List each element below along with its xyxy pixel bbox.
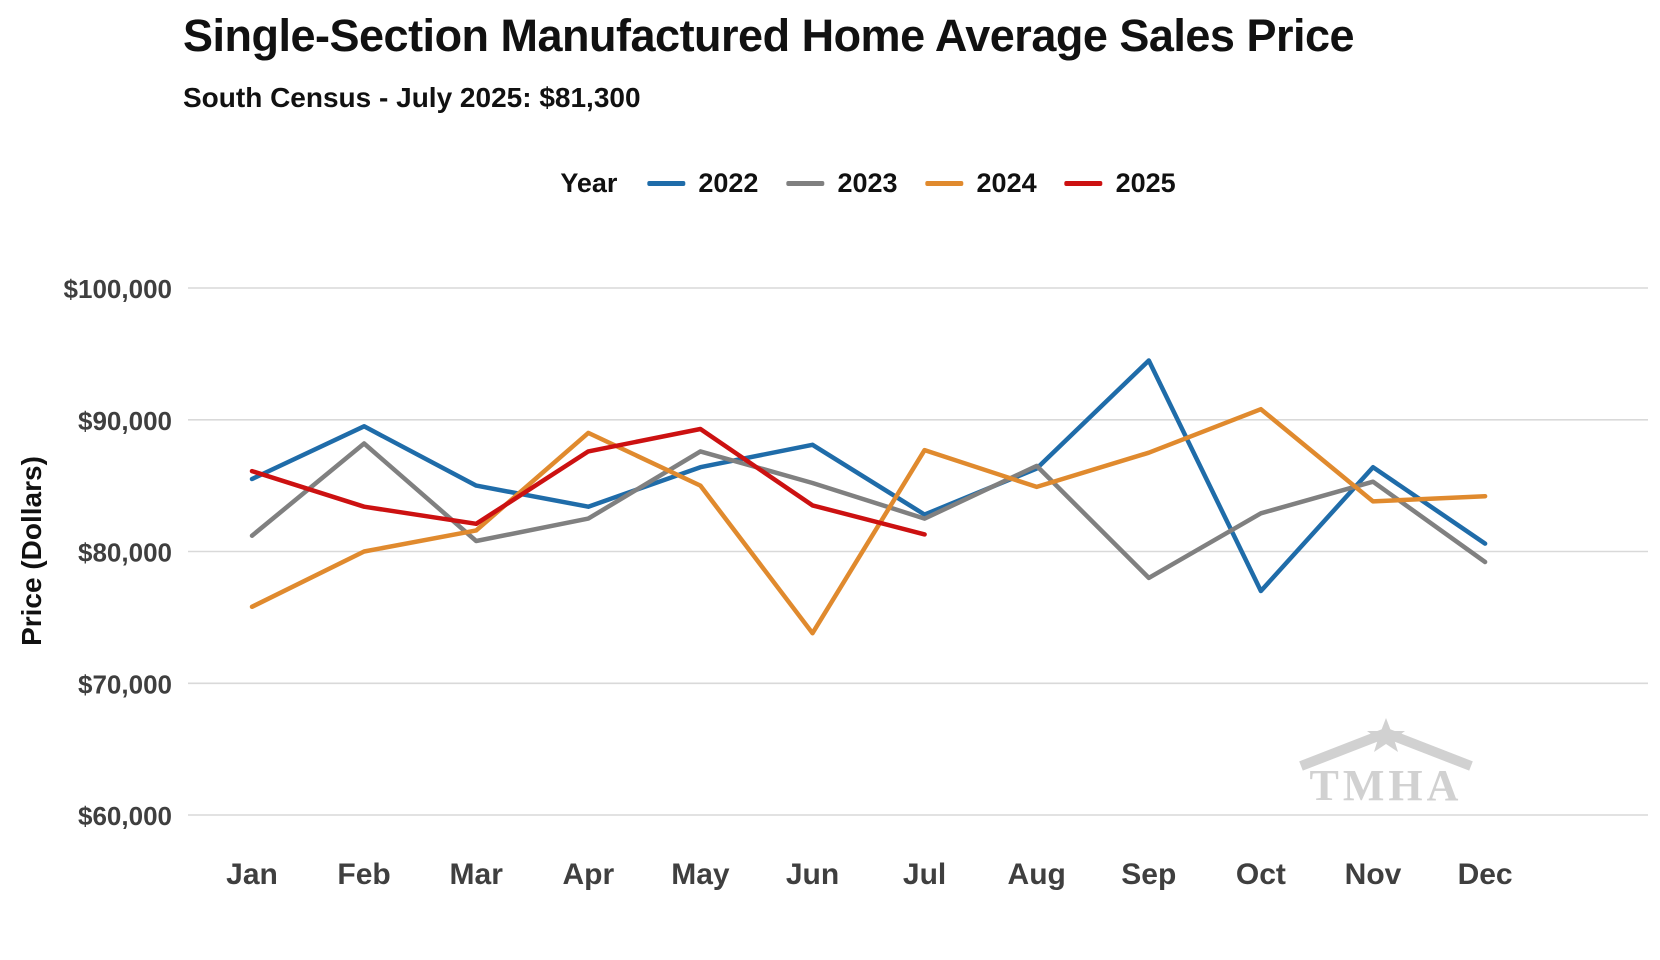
y-tick-label: $90,000	[78, 406, 172, 436]
tmha-logo: TMHA	[1293, 718, 1479, 811]
legend-items: 2022 2023 2024 2025	[647, 168, 1176, 199]
legend-swatch-2022	[647, 181, 686, 186]
x-tick-label-Dec: Dec	[1458, 858, 1513, 891]
chart-subtitle: South Census - July 2025: $81,300	[183, 82, 641, 113]
legend-item-label: 2024	[976, 168, 1037, 198]
x-tick-label-Oct: Oct	[1236, 858, 1286, 891]
legend-item-label: 2023	[837, 168, 898, 198]
roof-icon	[1299, 727, 1473, 771]
series-line-2022	[249, 358, 1488, 594]
y-tick-label: $70,000	[78, 669, 172, 699]
x-tick-label-Nov: Nov	[1345, 858, 1402, 891]
legend-item-2022: 2022	[647, 168, 758, 199]
x-tick-label-Aug: Aug	[1008, 858, 1066, 891]
series-line-2024	[249, 406, 1488, 636]
x-tick-label-Jun: Jun	[786, 858, 839, 891]
x-tick-label-Apr: Apr	[562, 858, 614, 891]
legend-swatch-2025	[1064, 181, 1103, 186]
y-tick-label: $60,000	[78, 801, 172, 831]
y-tick-label: $100,000	[64, 274, 172, 304]
legend-item-2024: 2024	[925, 168, 1037, 199]
legend-swatch-2023	[786, 181, 825, 186]
x-tick-label-Sep: Sep	[1121, 858, 1176, 891]
tmha-logo-text: TMHA	[1310, 761, 1463, 806]
legend: Year 2022 2023 2024 2025	[560, 168, 1175, 199]
legend-item-2025: 2025	[1064, 168, 1176, 199]
y-tick-label: $80,000	[78, 538, 172, 568]
series-line-2023	[249, 441, 1488, 581]
legend-swatch-2024	[925, 181, 964, 186]
x-tick-label-Jan: Jan	[226, 858, 278, 891]
x-tick-label-May: May	[671, 858, 730, 891]
legend-item-2023: 2023	[786, 168, 898, 199]
x-tick-label-Feb: Feb	[337, 858, 390, 891]
x-tick-label-Mar: Mar	[450, 858, 504, 891]
chart-title: Single-Section Manufactured Home Average…	[183, 10, 1355, 61]
legend-item-label: 2025	[1115, 168, 1176, 198]
legend-item-label: 2022	[698, 168, 759, 198]
legend-title: Year	[560, 168, 618, 198]
x-tick-label-Jul: Jul	[903, 858, 946, 891]
series-line-2025	[249, 426, 927, 537]
